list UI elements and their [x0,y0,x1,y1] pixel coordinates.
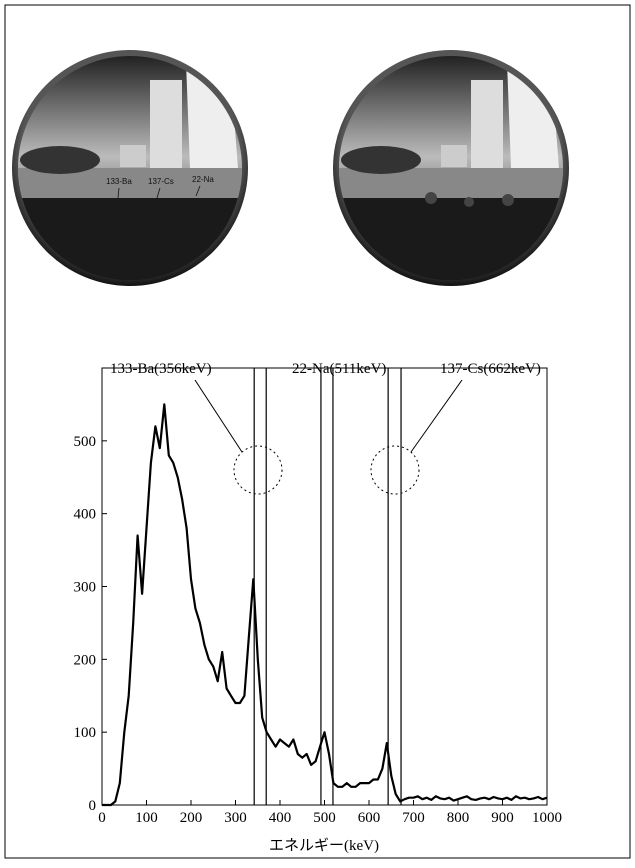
y-tick-label: 0 [89,798,97,814]
x-tick-label: 900 [491,810,514,826]
y-tick-label: 100 [74,725,97,741]
x-axis-label: エネルギー(keV) [269,837,379,854]
x-tick-label: 500 [313,810,336,826]
x-tick-label: 600 [358,810,381,826]
x-tick-label: 700 [402,810,425,826]
y-tick-label: 400 [74,507,97,523]
peak-circle [234,446,282,494]
x-tick-label: 400 [269,810,292,826]
annotation: 22-Na(511keV) [292,361,386,377]
page: {"photos": {"labels": ["133-Ba", "137-Cs… [0,0,635,863]
spectrum-line [102,404,547,805]
photo-right [333,50,569,288]
leader-line [411,380,462,452]
x-tick-label: 300 [224,810,247,826]
photo-label: 137-Cs [148,177,174,186]
peak-circle [371,446,419,494]
annotation: 137-Cs(662keV) [440,361,541,377]
y-tick-label: 200 [74,652,97,668]
x-tick-label: 100 [135,810,158,826]
annotation: 133-Ba(356keV) [110,361,212,377]
photo-label: 133-Ba [106,177,132,186]
leader-line [195,380,242,452]
x-tick-label: 1000 [532,810,562,826]
figure: 133-Ba(356keV) 22-Na(511keV) 137-Cs(662k… [0,0,635,863]
x-tick-label: 200 [180,810,203,826]
y-tick-label: 300 [74,580,97,596]
y-tick-label: 500 [74,434,97,450]
photo-left [12,50,248,288]
x-tick-label: 800 [447,810,470,826]
plot-frame [102,368,547,805]
photo-label: 22-Na [192,175,214,184]
x-tick-label: 0 [98,810,106,826]
